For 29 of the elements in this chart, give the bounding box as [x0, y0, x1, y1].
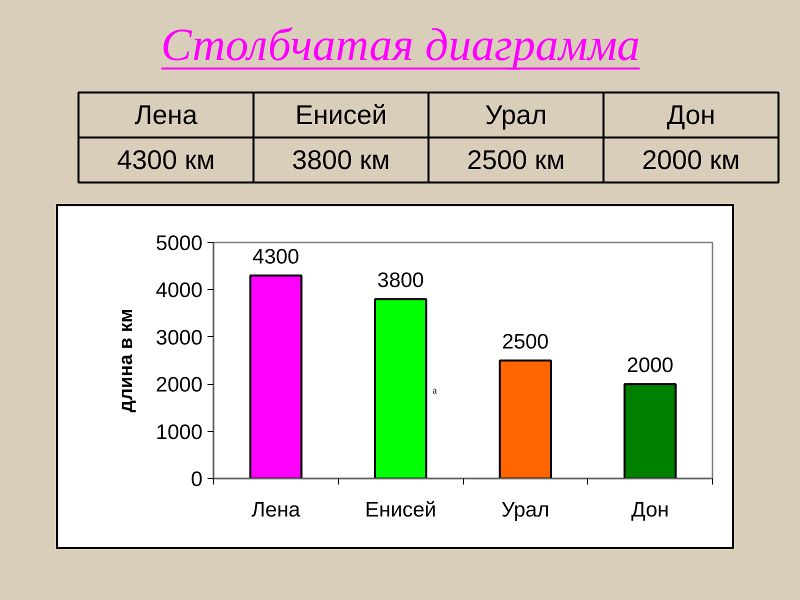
text: 2500 км	[467, 145, 565, 175]
y-tick-label: 5000	[156, 232, 202, 255]
category-label: Енисей	[295, 100, 387, 130]
bar	[249, 274, 302, 478]
bar	[498, 360, 552, 478]
y-tick-label: 0	[190, 468, 203, 491]
y-tick-label: 4000	[156, 279, 202, 302]
data-label: 4300	[252, 246, 300, 269]
bar	[374, 298, 428, 478]
y-tick-label: 2000	[156, 374, 202, 397]
bar	[624, 383, 677, 478]
y-tick-label: 1000	[156, 420, 202, 444]
text: Столбчатая диаграмма	[160, 19, 640, 70]
category-label: Урал	[485, 100, 547, 130]
x-tick-label: Дон	[631, 498, 669, 522]
text: 4300 км	[117, 145, 215, 175]
data-label: 2500	[502, 330, 549, 354]
x-tick-label: Лена	[252, 498, 301, 522]
x-tick-label: Урал	[501, 498, 550, 522]
y-axis-title: длина в км	[116, 308, 137, 412]
category-label: Дон	[666, 100, 716, 130]
text: 2000 км	[642, 145, 740, 175]
data-label: 3800	[377, 269, 424, 292]
y-tick-label: 3000	[156, 326, 202, 350]
category-label: Лена	[134, 100, 198, 130]
text: 3800 км	[292, 145, 390, 175]
annotation: а	[432, 386, 438, 396]
data-label: 2000	[626, 354, 674, 378]
x-tick-label: Енисей	[365, 498, 436, 522]
